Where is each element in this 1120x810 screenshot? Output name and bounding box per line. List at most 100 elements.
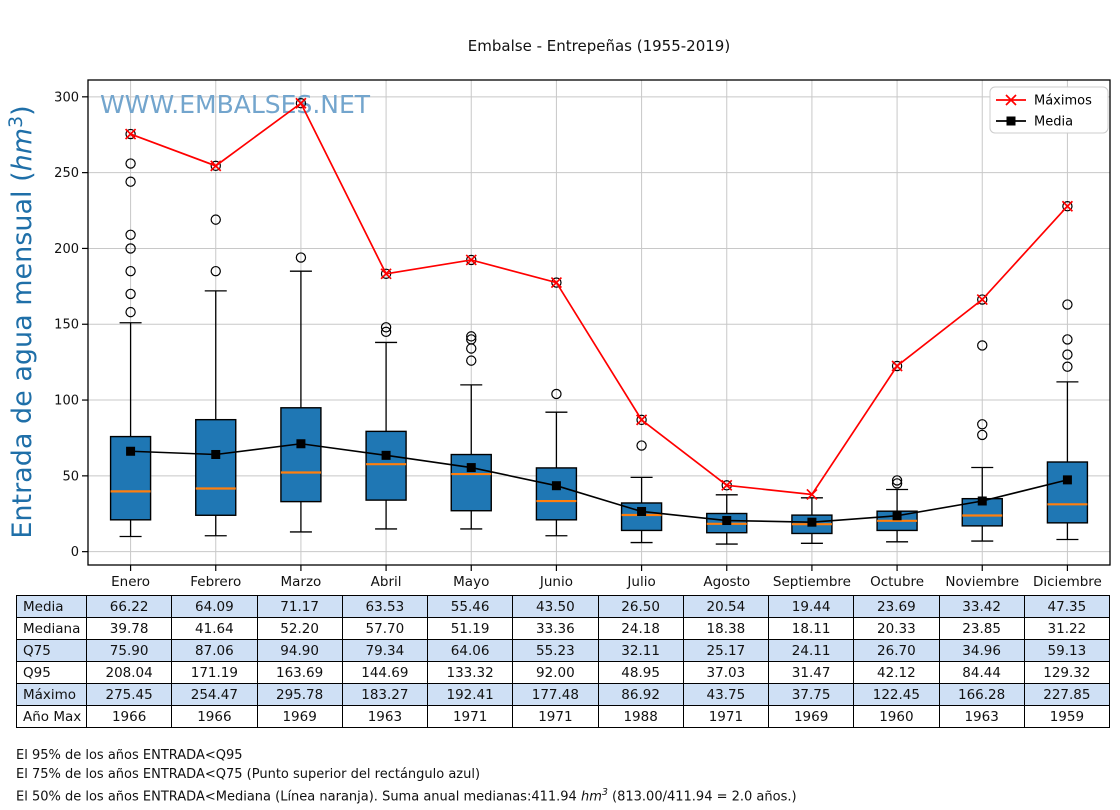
outlier-circle (125, 229, 136, 240)
table-cell: 129.32 (1023, 661, 1111, 684)
outlier-circle (125, 176, 136, 187)
table-cell: 94.90 (256, 639, 343, 662)
table-cell: 208.04 (85, 661, 173, 684)
table-cell: 177.48 (512, 683, 599, 706)
table-cell: 1966 (171, 705, 258, 728)
table-cell: 1969 (256, 705, 343, 728)
y-tick-label: 0 (71, 545, 79, 560)
table-cell: 34.96 (938, 639, 1025, 662)
table-cell: 63.53 (341, 595, 429, 618)
table-row-label: Máximo (16, 683, 87, 706)
table-cell: 42.12 (853, 661, 940, 684)
y-tick-label: 300 (54, 90, 79, 105)
table-cell: 52.20 (256, 617, 343, 640)
outlier-circle (891, 475, 903, 486)
legend: Máximos Media (989, 86, 1109, 134)
table-row: Q95 208.04 171.19 163.69 144.69 133.32 92.00 48… (16, 661, 1111, 684)
table-cell: 92.00 (512, 661, 599, 684)
table-row: Máximo 275.45 254.47 295.78 183.27 192.41 177.… (16, 683, 1111, 706)
table-cell: 26.50 (597, 595, 684, 618)
table-cell: 19.44 (767, 595, 855, 618)
table-cell: 275.45 (85, 683, 173, 706)
media-marker (551, 481, 561, 491)
table-cell: 64.09 (171, 595, 258, 618)
media-marker (892, 511, 902, 521)
y-tick-label: 150 (54, 318, 79, 333)
table-row-label: Mediana (16, 617, 87, 640)
table-cell: 295.78 (256, 683, 343, 706)
table-cell: 43.75 (682, 683, 770, 706)
table-cell: 87.06 (171, 639, 258, 662)
maximos-x-marker (1061, 200, 1074, 212)
outlier-circle (466, 355, 477, 366)
legend-x-marker-icon (1005, 94, 1017, 106)
table-cell: 75.90 (85, 639, 173, 662)
table-cell: 43.50 (512, 595, 599, 618)
y-tick-label: 100 (54, 394, 79, 409)
media-marker (807, 517, 817, 527)
maximos-x-marker (721, 479, 733, 491)
media-marker (381, 450, 391, 460)
outlier-circle (125, 128, 136, 140)
table-cell: 163.69 (256, 661, 343, 684)
outlier-circle (125, 158, 136, 169)
table-cell: 86.92 (597, 683, 684, 706)
maximos-line (130, 101, 1069, 496)
table-cell: 79.34 (341, 639, 429, 662)
table-cell: 1963 (938, 705, 1025, 728)
table-cell: 166.28 (938, 683, 1025, 706)
table-row-label: Q75 (16, 639, 87, 662)
y-tick-label: 50 (62, 469, 79, 484)
boxplot-box (1046, 461, 1089, 524)
outlier-circle (977, 294, 988, 305)
x-tick-label: Mayo (453, 574, 489, 590)
table-cell: 57.70 (341, 617, 429, 640)
grid-layer (88, 80, 1110, 565)
outlier-circle (891, 360, 903, 372)
x-tick-label: Abril (371, 574, 402, 590)
x-tick-label: Noviembre (945, 574, 1019, 590)
media-marker (1062, 475, 1072, 485)
table-cell: 1988 (597, 705, 684, 728)
outlier-circle (551, 277, 562, 288)
outlier-circle (295, 98, 307, 109)
footnotes: El 95% de los años ENTRADA<Q95 El 75% de… (16, 747, 797, 807)
outlier-circle (210, 160, 221, 172)
table-cell: 1960 (853, 705, 940, 728)
footnote-line-3: El 50% de los años ENTRADA<Mediana (Líne… (16, 787, 797, 805)
table-cell: 59.13 (1023, 639, 1111, 662)
footnote-line-1: El 95% de los años ENTRADA<Q95 (16, 748, 243, 763)
x-tick-label: Septiembre (773, 574, 851, 590)
media-marker (637, 506, 647, 516)
x-tick-label: Enero (111, 574, 150, 590)
media-marker (211, 449, 221, 459)
statistics-table: Media 66.22 64.09 71.17 63.53 55.46 43.50 26.50… (16, 595, 1111, 728)
table-cell: 23.85 (938, 617, 1025, 640)
outlier-circle (1062, 201, 1073, 212)
table-cell: 1969 (767, 705, 855, 728)
boxplot-box (109, 435, 152, 521)
media-marker (977, 496, 987, 506)
table-cell: 144.69 (341, 661, 429, 684)
table-cell: 18.38 (682, 617, 770, 640)
table-cell: 48.95 (597, 661, 684, 684)
media-marker (722, 516, 732, 526)
table-cell: 31.22 (1023, 617, 1111, 640)
table-cell: 66.22 (85, 595, 173, 618)
x-tick-label: Junio (539, 574, 573, 590)
table-cell: 47.35 (1023, 595, 1111, 618)
outlier-circle (380, 322, 392, 333)
table-cell: 192.41 (426, 683, 514, 706)
outlier-circle (466, 331, 477, 342)
x-tick-label: Octubre (870, 574, 924, 590)
outlier-circle (891, 478, 903, 489)
boxplot-box (195, 418, 237, 516)
outlier-circle (1062, 349, 1073, 360)
table-row-label: Media (16, 595, 87, 618)
table-cell: 20.54 (682, 595, 770, 618)
outlier-circle (1062, 334, 1073, 345)
media-marker (126, 446, 136, 456)
legend-maximos-label: Máximos (1034, 94, 1092, 109)
outlier-circle (551, 388, 562, 400)
maximos-x-marker (465, 254, 477, 266)
